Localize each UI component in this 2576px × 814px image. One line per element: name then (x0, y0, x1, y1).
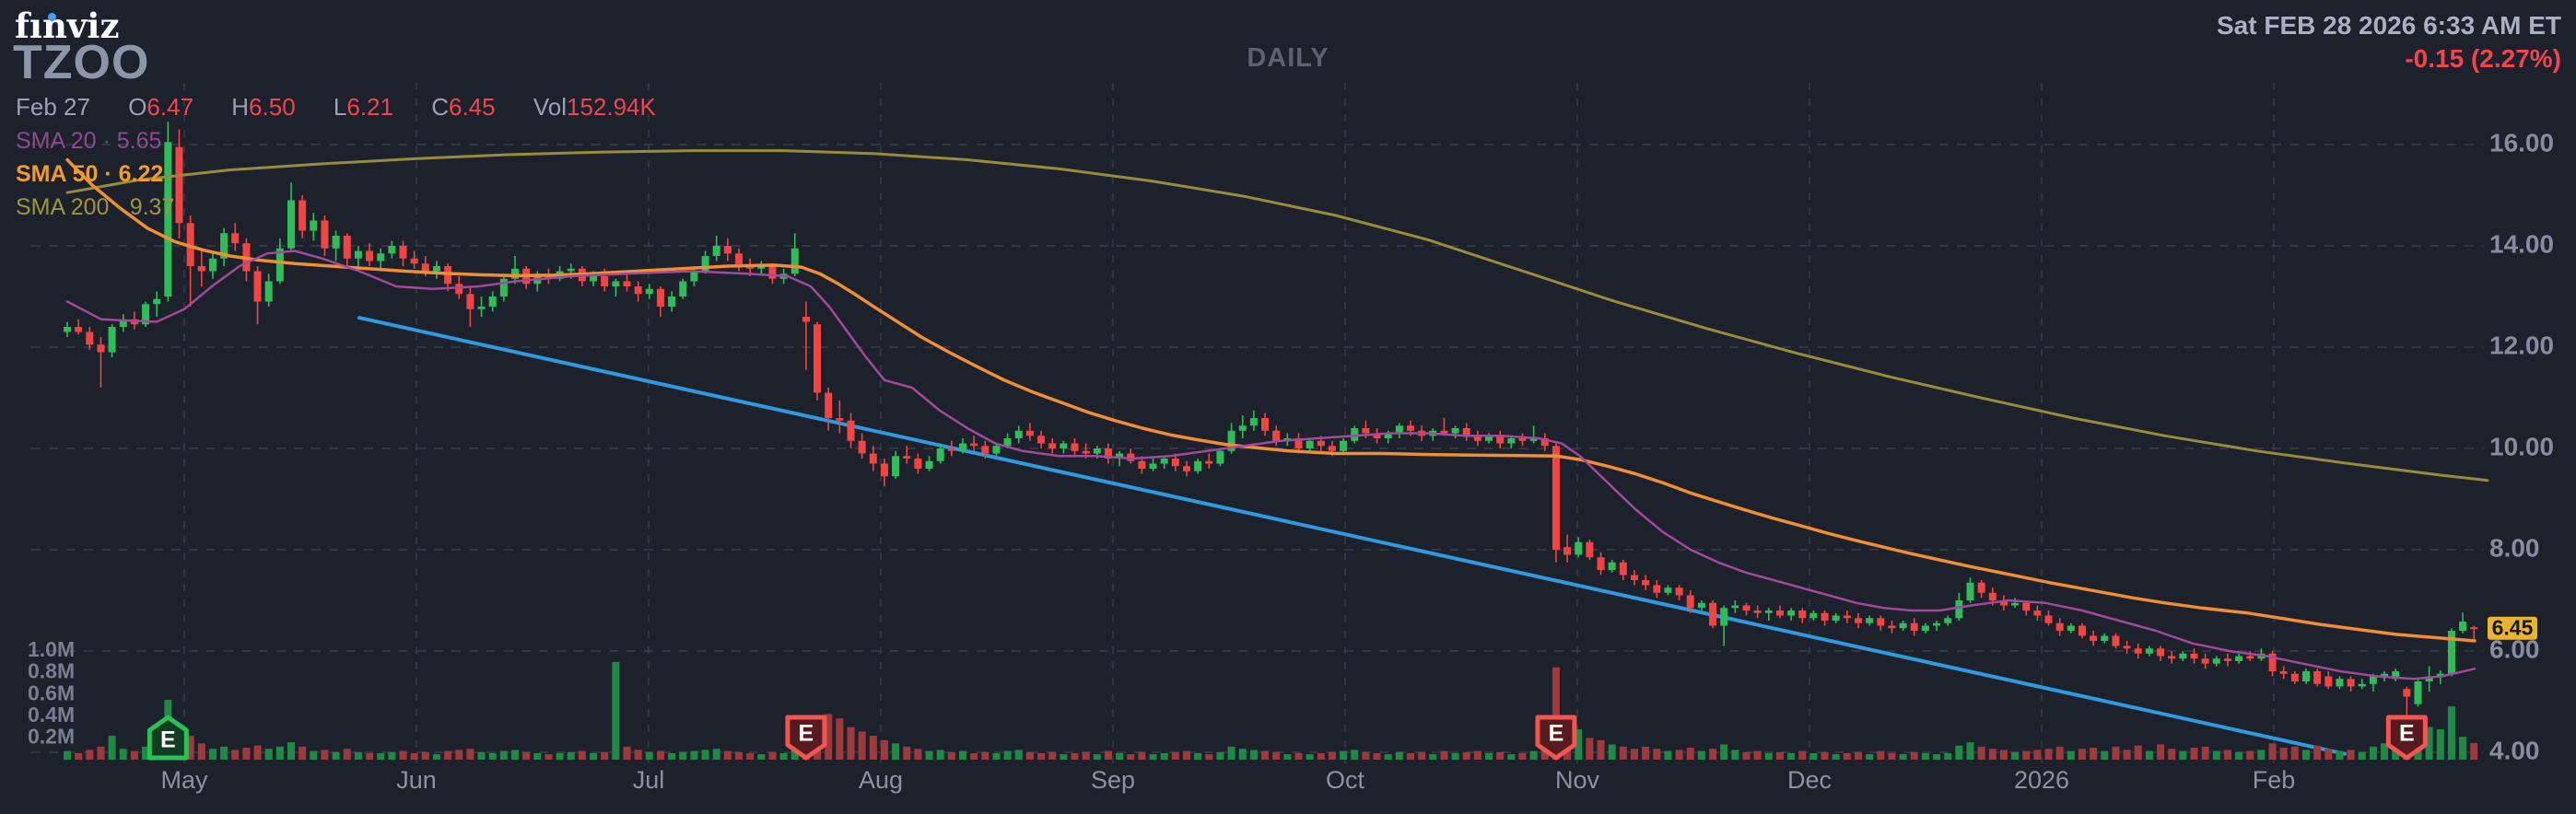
descending-trendline (357, 316, 2347, 756)
close-label: C (431, 93, 449, 121)
svg-text:E: E (799, 721, 814, 747)
svg-text:Aug: Aug (859, 766, 903, 794)
svg-text:10.00: 10.00 (2489, 432, 2554, 460)
svg-text:0.4M: 0.4M (28, 703, 75, 727)
sma50-line (65, 157, 2476, 643)
svg-text:4.00: 4.00 (2489, 736, 2540, 764)
volume-label: Vol (533, 93, 567, 121)
last-price-badge: 6.45 (2488, 615, 2537, 640)
svg-text:Dec: Dec (1787, 766, 1832, 794)
sma50-label: SMA 50 (16, 161, 99, 187)
svg-text:2026: 2026 (2014, 766, 2069, 794)
svg-text:E: E (2399, 721, 2415, 747)
ohlc-summary-row: Feb 27 O6.47 H6.50 L6.21 C6.45 Vol152.94… (16, 93, 656, 122)
legend-sma20: SMA 20 · 5.65 (16, 128, 161, 155)
svg-text:Feb: Feb (2253, 766, 2296, 794)
timeframe-label: DAILY (1247, 43, 1329, 73)
svg-text:E: E (160, 727, 176, 753)
close-value: 6.45 (448, 93, 496, 121)
earnings-marker-icon: E (2385, 715, 2428, 761)
svg-text:Jul: Jul (633, 766, 665, 794)
high-value: 6.50 (249, 93, 296, 121)
svg-text:Oct: Oct (1326, 766, 1365, 794)
svg-text:Nov: Nov (1555, 766, 1600, 794)
sma200-value: 9.37 (129, 194, 175, 220)
open-label: O (128, 93, 147, 121)
svg-text:0.6M: 0.6M (28, 680, 75, 704)
sma20-separator: · (102, 128, 111, 154)
svg-text:6.45: 6.45 (2492, 615, 2534, 639)
volume-value: 152.94K (566, 93, 656, 121)
sma50-value: 6.22 (118, 161, 164, 187)
quote-datetime: Sat FEB 28 2026 6:33 AM ET (2216, 11, 2561, 40)
candlesticks (64, 122, 2478, 720)
low-value: 6.21 (346, 93, 393, 121)
volume-axis-labels: 1.0M0.8M0.6M0.4M0.2M (28, 637, 75, 748)
earnings-marker-icon: E (146, 715, 189, 761)
svg-text:May: May (160, 766, 208, 794)
sma20-value: 5.65 (116, 128, 162, 154)
open-value: 6.47 (146, 93, 194, 121)
svg-text:0.2M: 0.2M (28, 724, 75, 748)
volume-bars (64, 661, 2478, 760)
svg-text:E: E (1549, 721, 1564, 747)
svg-text:8.00: 8.00 (2489, 533, 2540, 562)
finviz-logo-text: fınviz (15, 6, 120, 46)
legend-sma50: SMA 50 · 6.22 (16, 161, 163, 188)
finviz-logo[interactable]: fınviz (15, 6, 119, 46)
legend-sma200: SMA 200 · 9.37 (16, 194, 174, 221)
svg-text:Jun: Jun (396, 766, 437, 794)
sma20-line (65, 250, 2476, 680)
sma200-line (65, 149, 2489, 483)
low-label: L (333, 93, 347, 121)
sma200-label: SMA 200 (16, 194, 110, 220)
price-change: -0.15 (2.27%) (2405, 44, 2561, 73)
earnings-marker-icon: E (785, 715, 827, 761)
svg-text:16.00: 16.00 (2489, 128, 2554, 157)
finviz-logo-blue-dot-icon (48, 13, 56, 21)
sma20-label: SMA 20 (16, 128, 97, 154)
svg-text:0.8M: 0.8M (28, 659, 75, 683)
svg-text:14.00: 14.00 (2489, 229, 2554, 258)
earnings-marker-icon: E (1535, 715, 1577, 761)
sma200-separator: · (115, 194, 123, 220)
svg-text:Sep: Sep (1091, 766, 1135, 794)
month-axis-labels: May Jun Jul Aug Sep Oct Nov Dec 2026 Feb (160, 766, 2295, 794)
sma50-separator: · (104, 161, 112, 187)
ohlc-date: Feb 27 (16, 93, 90, 121)
high-label: H (231, 93, 250, 121)
ticker-symbol: TZOO (13, 36, 150, 89)
svg-text:1.0M: 1.0M (28, 637, 75, 661)
svg-text:12.00: 12.00 (2489, 331, 2554, 359)
